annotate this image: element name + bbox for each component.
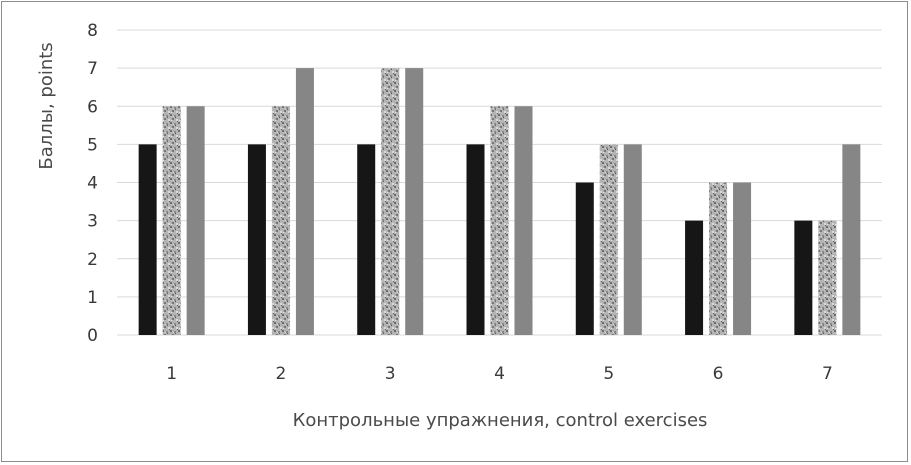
bar-series-1-category-1 bbox=[138, 144, 157, 335]
x-axis-title: Контрольные упражнения, control exercise… bbox=[293, 410, 708, 431]
bar-series-2-category-3 bbox=[381, 68, 400, 335]
bar-series-3-category-2 bbox=[295, 68, 314, 335]
x-tick-label: 7 bbox=[822, 364, 833, 384]
bar-series-1-category-6 bbox=[685, 220, 704, 335]
y-tick-label: 1 bbox=[87, 288, 98, 308]
y-tick-label: 6 bbox=[87, 97, 98, 117]
y-tick-label: 4 bbox=[87, 174, 98, 194]
bar-series-3-category-6 bbox=[733, 182, 752, 335]
bar-series-2-category-4 bbox=[490, 106, 509, 335]
bar-series-2-category-2 bbox=[271, 106, 290, 335]
bars bbox=[138, 68, 861, 335]
bar-series-2-category-1 bbox=[162, 106, 181, 335]
y-axis-title: Баллы, points bbox=[36, 42, 57, 169]
bar-series-2-category-7 bbox=[818, 220, 837, 335]
bar-series-1-category-2 bbox=[247, 144, 266, 335]
bar-series-3-category-3 bbox=[405, 68, 424, 335]
bar-series-3-category-1 bbox=[186, 106, 205, 335]
x-tick-label: 1 bbox=[166, 364, 177, 384]
bar-series-3-category-7 bbox=[842, 144, 861, 335]
bar-series-3-category-5 bbox=[623, 144, 642, 335]
x-tick-label: 6 bbox=[713, 364, 724, 384]
y-tick-labels: 0 1 2 3 4 5 6 7 8 bbox=[87, 21, 98, 346]
y-tick-label: 0 bbox=[87, 326, 98, 346]
y-tick-label: 3 bbox=[87, 212, 98, 232]
x-tick-label: 3 bbox=[385, 364, 396, 384]
x-tick-label: 4 bbox=[494, 364, 505, 384]
bar-series-1-category-5 bbox=[575, 182, 594, 335]
bar-series-3-category-4 bbox=[514, 106, 533, 335]
bar-series-2-category-6 bbox=[709, 182, 728, 335]
y-tick-label: 2 bbox=[87, 250, 98, 270]
bar-series-1-category-7 bbox=[794, 220, 813, 335]
bar-series-2-category-5 bbox=[599, 144, 618, 335]
bar-series-1-category-4 bbox=[466, 144, 485, 335]
y-tick-label: 5 bbox=[87, 135, 98, 155]
x-tick-labels: 1 2 3 4 5 6 7 bbox=[166, 364, 833, 384]
bar-series-1-category-3 bbox=[357, 144, 376, 335]
x-tick-label: 2 bbox=[276, 364, 287, 384]
y-tick-label: 8 bbox=[87, 21, 98, 41]
y-tick-label: 7 bbox=[87, 59, 98, 79]
x-tick-label: 5 bbox=[603, 364, 614, 384]
